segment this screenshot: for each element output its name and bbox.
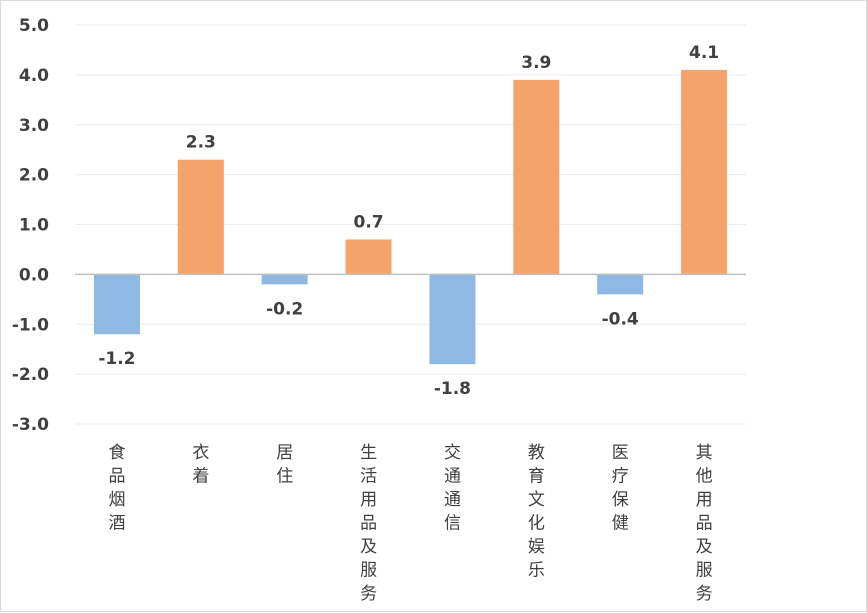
- bar: [429, 274, 476, 365]
- category-label: 教育文化娱乐: [528, 443, 545, 581]
- data-label: 0.7: [354, 212, 384, 232]
- gridlines: [75, 24, 746, 425]
- data-labels: -1.2 2.3 -0.2 0.7 -1.8 3.9 -0.4 4.1: [98, 43, 719, 399]
- bar: [597, 274, 644, 295]
- category-label: 食品烟酒: [108, 443, 125, 534]
- y-tick-label: 0.0: [19, 265, 49, 285]
- category-labels: 食品烟酒 衣着 居住 生活用品及服务 交通通信 教育文化娱乐 医疗保健 其他用品及服务: [108, 443, 712, 604]
- y-tick-label: 2.0: [19, 166, 49, 186]
- category-label: 医疗保健: [612, 443, 629, 534]
- data-label: -1.8: [434, 379, 471, 399]
- category-label: 居住: [276, 443, 293, 487]
- y-tick-label: 1.0: [19, 216, 49, 236]
- category-label: 交通通信: [444, 443, 461, 534]
- data-label: -1.2: [98, 349, 135, 369]
- y-tick-label: 5.0: [19, 16, 49, 36]
- data-label: 4.1: [689, 43, 719, 63]
- y-axis-tick-labels: 5.0 4.0 3.0 2.0 1.0 0.0 -1.0 -2.0 -3.0: [12, 16, 49, 435]
- data-label: 3.9: [521, 53, 551, 73]
- bar: [261, 274, 308, 285]
- bar: [681, 69, 728, 275]
- bar: [93, 274, 140, 335]
- bars: [93, 69, 728, 365]
- bar: [345, 239, 392, 275]
- y-tick-label: -2.0: [12, 365, 49, 385]
- data-label: 2.3: [186, 133, 216, 153]
- category-label: 衣着: [192, 443, 209, 487]
- y-tick-label: -3.0: [12, 415, 49, 435]
- y-tick-label: 3.0: [19, 116, 49, 136]
- data-label: -0.2: [266, 299, 303, 319]
- data-label: -0.4: [602, 309, 639, 329]
- category-label: 其他用品及服务: [696, 443, 713, 604]
- y-tick-label: 4.0: [19, 66, 49, 86]
- category-label: 生活用品及服务: [360, 443, 377, 604]
- bar: [513, 79, 560, 275]
- y-tick-label: -1.0: [12, 315, 49, 335]
- bar: [177, 159, 224, 275]
